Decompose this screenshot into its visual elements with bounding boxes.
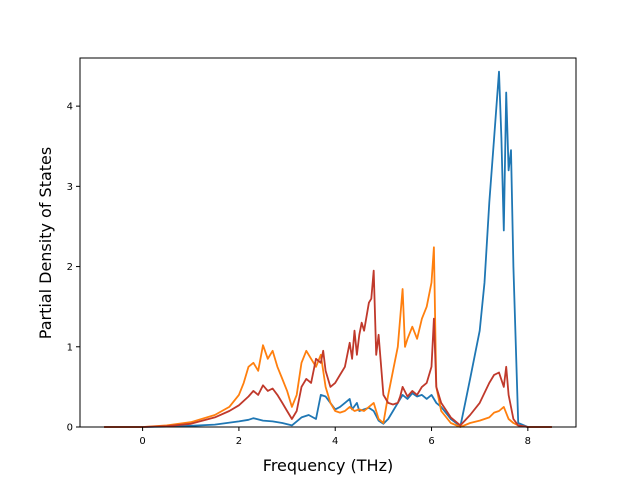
x-axis-label: Frequency (THz) [263, 456, 393, 475]
x-tick-label: 6 [428, 436, 434, 447]
y-tick-label: 3 [67, 182, 73, 193]
x-axis-ticks: 0 2 4 6 8 [139, 427, 531, 447]
series-line-1 [104, 246, 552, 428]
y-tick-label: 4 [67, 102, 73, 113]
y-axis-label: Partial Density of States [36, 147, 55, 339]
y-tick-label: 1 [67, 342, 73, 353]
x-tick-label: 0 [139, 436, 145, 447]
plot-frame [79, 57, 577, 428]
x-tick-label: 4 [332, 436, 338, 447]
y-tick-label: 0 [67, 423, 73, 434]
x-tick-label: 2 [236, 436, 242, 447]
series-line-0 [104, 70, 552, 428]
y-tick-label: 2 [67, 262, 73, 273]
series-line-2 [104, 269, 552, 428]
plot-area [104, 70, 552, 428]
x-tick-label: 8 [525, 436, 531, 447]
y-axis-ticks: 0 1 2 3 4 [67, 102, 80, 434]
